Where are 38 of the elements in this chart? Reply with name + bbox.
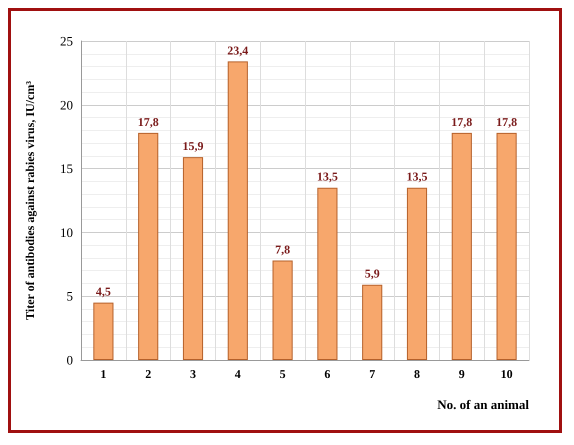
y-tick-label: 15 <box>60 161 73 176</box>
y-tick-label: 0 <box>66 352 73 368</box>
x-tick-label: 4 <box>234 367 241 381</box>
x-axis-title: No. of an animal <box>437 397 530 412</box>
y-tick-label: 10 <box>60 224 73 240</box>
x-tick-label: 7 <box>369 367 376 381</box>
data-label: 5,9 <box>364 266 380 281</box>
x-tick-label: 9 <box>458 367 465 381</box>
x-tick-label: 2 <box>145 367 152 381</box>
y-tick-label: 5 <box>66 288 73 304</box>
y-axis-title: Titer of antibodies against rabies virus, IU/cm³ <box>23 80 37 320</box>
bar <box>138 132 158 360</box>
bar <box>362 284 382 360</box>
bar <box>452 132 472 360</box>
data-label: 15,9 <box>182 139 204 154</box>
x-tick-label: 1 <box>100 367 106 381</box>
y-tick-label: 25 <box>60 34 73 48</box>
bar <box>93 302 114 360</box>
data-label: 17,8 <box>451 114 472 129</box>
x-tick-label: 8 <box>414 367 420 381</box>
y-tick-label: 20 <box>60 97 73 112</box>
bar <box>406 188 428 360</box>
data-label: 4,5 <box>96 284 111 299</box>
x-tick-label: 5 <box>280 367 286 381</box>
bar <box>182 157 204 360</box>
x-tick-label: 3 <box>190 367 196 381</box>
x-tick-label: 6 <box>324 367 330 381</box>
data-label: 13,5 <box>316 170 338 184</box>
bar <box>317 188 338 360</box>
x-tick-label: 10 <box>500 367 513 381</box>
data-label: 23,4 <box>227 43 248 58</box>
data-label: 13,5 <box>406 170 428 184</box>
bar <box>496 132 517 360</box>
bar <box>272 260 293 360</box>
data-label: 17,8 <box>496 114 518 129</box>
bar <box>228 61 248 360</box>
data-label: 17,8 <box>138 114 159 129</box>
data-label: 7,8 <box>275 242 290 256</box>
